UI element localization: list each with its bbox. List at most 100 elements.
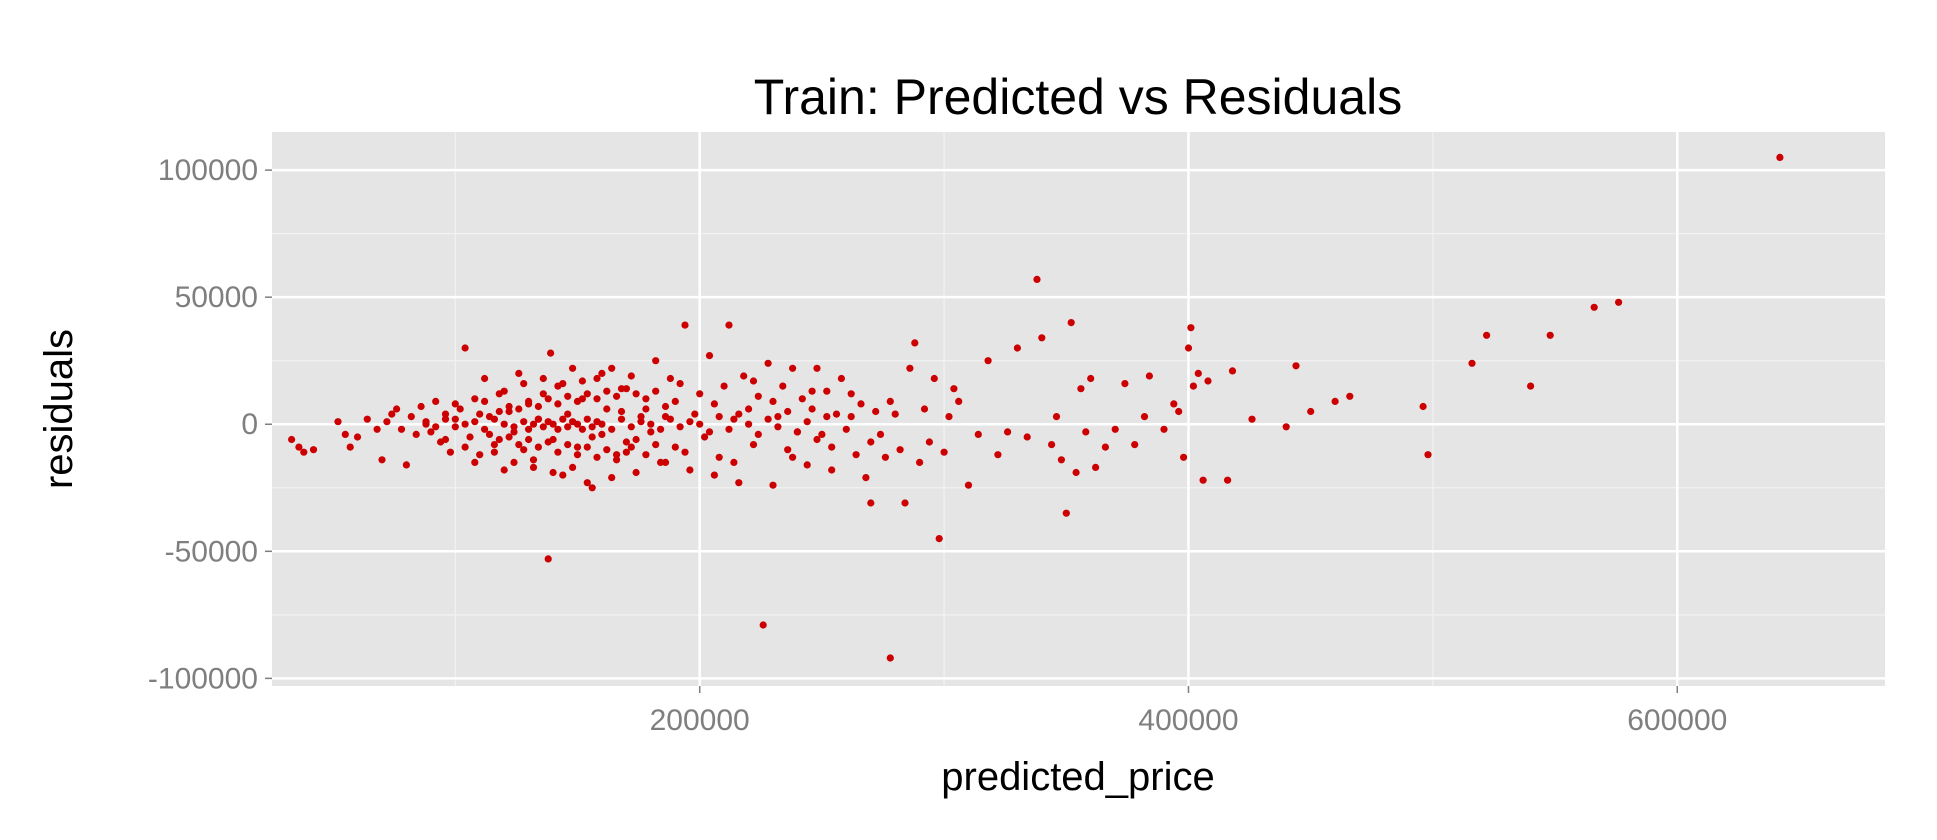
data-point [823,387,831,395]
data-point [676,380,684,388]
data-point [1052,413,1061,421]
data-point [686,466,694,474]
data-point [642,451,650,459]
data-point [559,415,567,423]
data-point [569,463,577,471]
data-point [309,446,318,454]
data-point [857,400,865,408]
data-point [407,413,415,421]
data-point [490,415,498,423]
data-point [1023,433,1031,441]
data-point [974,430,982,438]
data-point [500,420,508,428]
data-point [461,443,469,451]
data-point [520,446,528,454]
data-point [573,451,582,459]
data-point [657,425,665,433]
data-point [735,410,743,418]
data-point [544,395,552,403]
data-point [1468,359,1476,367]
data-point [696,390,704,398]
data-point [588,423,596,431]
data-point [950,385,958,393]
data-point [754,430,762,438]
data-point [476,410,484,418]
data-point [1131,441,1139,449]
data-point [925,438,934,446]
data-point [1199,476,1207,484]
data-point [627,423,635,431]
data-point [730,415,738,423]
data-point [1145,372,1153,380]
data-point [573,397,582,405]
data-point [710,400,719,408]
data-point [652,357,660,365]
data-point [725,321,733,329]
data-point [1057,456,1065,464]
data-point [896,446,904,454]
data-point [686,418,694,426]
data-point [754,392,762,400]
data-point [920,405,929,413]
data-point [417,402,425,411]
data-point [363,415,371,423]
data-point [432,423,440,431]
data-point [564,441,572,449]
data-point [451,423,459,431]
data-point [525,397,533,405]
data-point [617,415,626,423]
data-point [1292,362,1300,370]
data-point [652,441,660,449]
data-point [505,402,513,411]
data-point [769,397,777,405]
data-point [764,415,772,423]
data-point [466,433,474,441]
data-point [789,453,797,461]
data-point [1121,380,1129,388]
y-tick-label: -50000 [165,535,258,568]
data-point [525,435,533,444]
data-point [627,443,635,451]
data-point [828,443,836,451]
data-point [818,430,826,438]
data-point [334,418,342,426]
data-point [984,357,992,365]
data-point [1483,331,1491,339]
data-point [789,364,797,372]
data-point [608,474,616,482]
data-point [769,481,777,489]
data-point [735,479,743,487]
data-point [1346,392,1354,400]
data-point [378,456,386,464]
data-point [422,420,430,428]
data-point [549,420,557,428]
data-point [916,458,924,466]
data-point [745,405,753,413]
y-axis-title: residuals [37,329,81,489]
data-point [288,435,296,444]
data-point [647,428,655,436]
data-point [441,415,450,423]
data-point [1527,382,1535,390]
data-point [490,448,498,456]
data-point [544,438,552,446]
data-point [1424,451,1432,459]
data-point [661,458,670,466]
y-tick-labels: -100000 -50000 0 50000 100000 [148,154,258,695]
data-point [1111,425,1119,433]
data-point [578,377,587,385]
data-point [876,430,885,438]
data-point [598,420,606,428]
data-point [554,400,562,408]
data-point [617,407,626,416]
data-point [529,420,538,428]
data-point [441,435,450,444]
data-point [554,448,562,456]
data-point [588,433,596,441]
data-point [784,446,792,454]
data-point [490,441,498,449]
data-point [940,448,948,456]
data-point [779,382,787,390]
data-point [1038,334,1046,342]
